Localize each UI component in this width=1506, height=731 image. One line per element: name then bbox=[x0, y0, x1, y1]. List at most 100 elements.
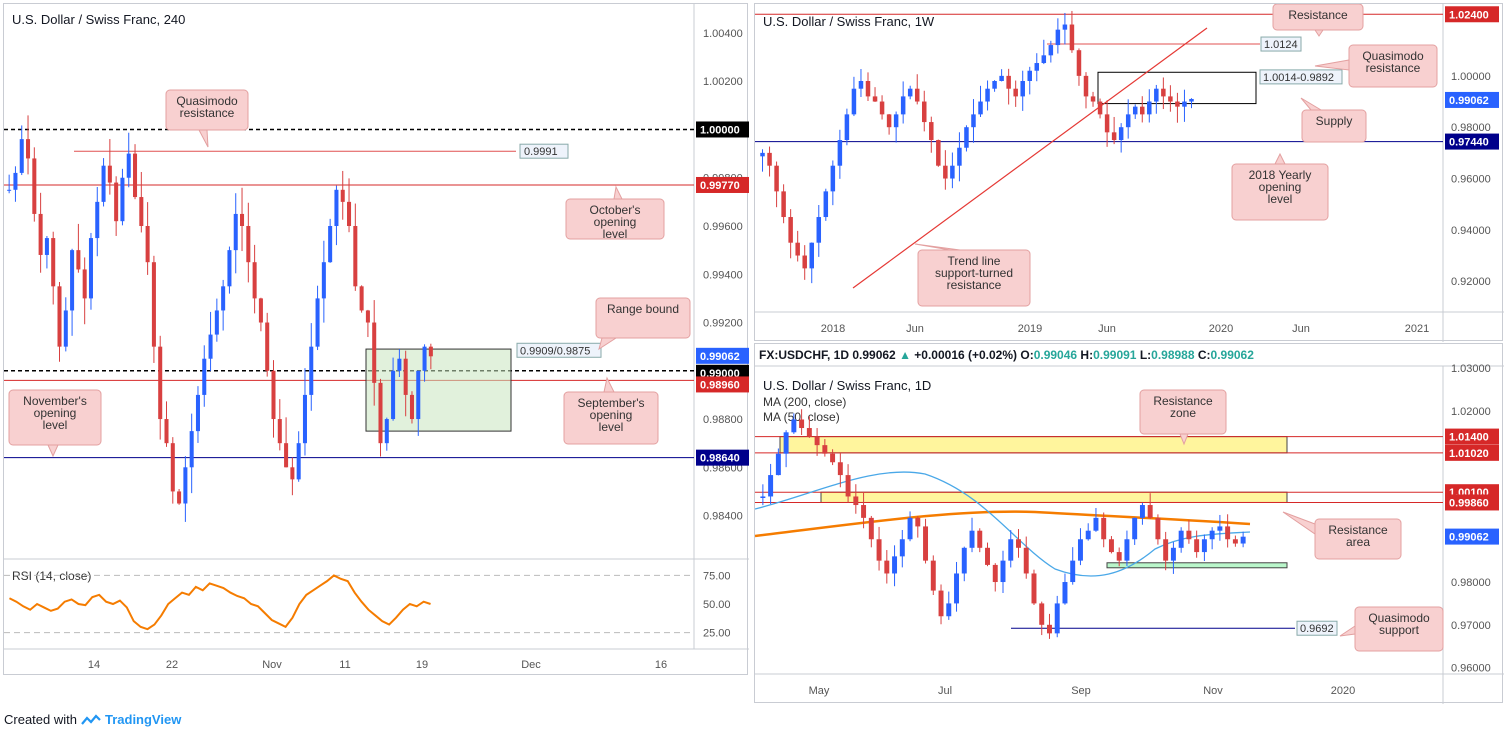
rsi-tick-label: 25.00 bbox=[703, 628, 731, 640]
callout-resistance-zone-text: zone bbox=[1170, 406, 1196, 420]
candle-body bbox=[915, 517, 921, 527]
price-tag-september-bg bbox=[696, 376, 750, 393]
candle-body bbox=[328, 226, 333, 263]
candle-body bbox=[1016, 539, 1021, 548]
candle-body bbox=[1217, 526, 1223, 531]
candle-body bbox=[240, 213, 245, 226]
candle-body bbox=[837, 140, 843, 166]
candle-body bbox=[830, 165, 836, 192]
candle-body bbox=[145, 226, 150, 263]
candle-body bbox=[1090, 96, 1096, 102]
candle-body bbox=[120, 177, 125, 222]
candle-body bbox=[227, 250, 232, 287]
callout-quasimodo-support-text: support bbox=[1379, 623, 1420, 637]
x-tick-label: 16 bbox=[655, 659, 667, 671]
daily-chart-panel[interactable]: FX:USDCHF, 1D 0.99062 ▲ +0.00016 (+0.02%… bbox=[754, 343, 1504, 704]
price-tag-last-bg bbox=[1445, 528, 1499, 545]
y-tick-label: 1.00000 bbox=[1451, 71, 1491, 83]
chart-title: U.S. Dollar / Swiss Franc, 1D bbox=[763, 378, 931, 393]
candle-body bbox=[177, 491, 182, 504]
candle-body bbox=[365, 310, 370, 323]
rsi-label: RSI (14, close) bbox=[12, 569, 91, 583]
candle-body bbox=[422, 346, 427, 371]
candle-body bbox=[892, 556, 898, 574]
price-tag-1014-bg bbox=[1445, 428, 1499, 445]
candle-body bbox=[1097, 101, 1103, 115]
callout-november-text: November's bbox=[23, 394, 87, 408]
symbol-header-part: 0.99062 bbox=[1211, 348, 1255, 362]
callout-resistance-area-text: Resistance bbox=[1328, 523, 1388, 537]
candle-body bbox=[865, 81, 871, 97]
daily-chart[interactable]: FX:USDCHF, 1D 0.99062 ▲ +0.00016 (+0.02%… bbox=[754, 344, 1504, 704]
price-tag-parity-bg bbox=[696, 121, 750, 138]
candle-body bbox=[1077, 539, 1083, 561]
h4-chart-panel[interactable]: U.S. Dollar / Swiss Franc, 240 1.00400 1.0… bbox=[3, 3, 750, 676]
candle-body bbox=[82, 269, 87, 299]
candle-body bbox=[101, 165, 106, 202]
candle-body bbox=[309, 346, 314, 395]
callout-quasimodo-support-text: Quasimodo bbox=[1368, 611, 1430, 625]
price-tag-09986: 0.99860 bbox=[1449, 497, 1489, 509]
h4-chart[interactable]: U.S. Dollar / Swiss Franc, 240 1.00400 1.0… bbox=[4, 4, 750, 676]
support-zone bbox=[1106, 562, 1288, 569]
candle-body bbox=[957, 147, 962, 166]
candle-body bbox=[816, 217, 822, 243]
symbol-header-part: L: bbox=[1140, 348, 1151, 362]
candle-body bbox=[1034, 63, 1040, 71]
candle-body bbox=[1023, 547, 1029, 574]
candle-body bbox=[95, 201, 100, 239]
candle-body bbox=[977, 530, 983, 548]
price-tag-last: 0.99062 bbox=[1449, 95, 1489, 107]
candle-body bbox=[1168, 96, 1173, 102]
symbol-header-part: 0.99091 bbox=[1093, 348, 1140, 362]
candle-body bbox=[258, 298, 263, 323]
weekly-chart-panel[interactable]: U.S. Dollar / Swiss Franc, 1W 1.00000 0.98… bbox=[754, 3, 1504, 342]
candle-body bbox=[879, 101, 885, 115]
y-tick-label: 0.96000 bbox=[1451, 174, 1491, 186]
weekly-chart[interactable]: U.S. Dollar / Swiss Franc, 1W 1.00000 0.98… bbox=[755, 3, 1504, 342]
candle-body bbox=[1083, 75, 1089, 97]
candle-body bbox=[978, 101, 983, 115]
candle-body bbox=[19, 139, 24, 173]
candle-body bbox=[221, 286, 226, 311]
candle-body bbox=[1154, 88, 1159, 102]
callout-quasimodo-text: Quasimodo bbox=[1362, 49, 1424, 63]
candle-body bbox=[384, 419, 389, 444]
candle-body bbox=[1006, 75, 1011, 89]
inline-label-quasimodo: 0.9991 bbox=[524, 146, 558, 158]
candle-body bbox=[1189, 98, 1194, 102]
candle-body bbox=[907, 88, 913, 97]
inline-label-quasimodo-support: 0.9692 bbox=[1300, 623, 1334, 635]
candle-body bbox=[44, 238, 49, 255]
callout-yearly-text: 2018 Yearly bbox=[1249, 168, 1312, 182]
candle-body bbox=[1069, 24, 1075, 51]
candle-body bbox=[1020, 81, 1025, 97]
candle-body bbox=[315, 298, 320, 347]
candle-body bbox=[1161, 88, 1166, 97]
candle-body bbox=[923, 526, 929, 561]
candle-body bbox=[853, 496, 859, 506]
candle-body bbox=[1201, 539, 1207, 553]
candle-body bbox=[114, 182, 119, 222]
chart-title: U.S. Dollar / Swiss Franc, 1W bbox=[763, 14, 935, 29]
tradingview-logo-icon bbox=[81, 713, 101, 725]
x-tick-label: 2019 bbox=[1018, 323, 1042, 335]
x-tick-label: Jun bbox=[1098, 323, 1116, 335]
price-tag-yearly-bg bbox=[1445, 133, 1499, 150]
inline-label-range: 0.9909/0.9875 bbox=[520, 345, 590, 357]
candle-body bbox=[359, 286, 364, 311]
price-tag-last-bg bbox=[1445, 91, 1499, 108]
tradingview-brand[interactable]: TradingView bbox=[104, 712, 182, 727]
candle-body bbox=[1175, 101, 1180, 107]
x-tick-label: Sep bbox=[1071, 685, 1091, 697]
candle-body bbox=[208, 334, 213, 359]
candle-body bbox=[760, 152, 765, 157]
candle-body bbox=[830, 453, 836, 463]
candle-body bbox=[416, 370, 421, 420]
price-tag-october-bg bbox=[696, 176, 750, 193]
candle-body bbox=[158, 346, 163, 420]
candle-body bbox=[938, 590, 944, 617]
candle-body bbox=[233, 213, 238, 251]
candle-body bbox=[189, 431, 194, 468]
candle-body bbox=[822, 445, 828, 454]
